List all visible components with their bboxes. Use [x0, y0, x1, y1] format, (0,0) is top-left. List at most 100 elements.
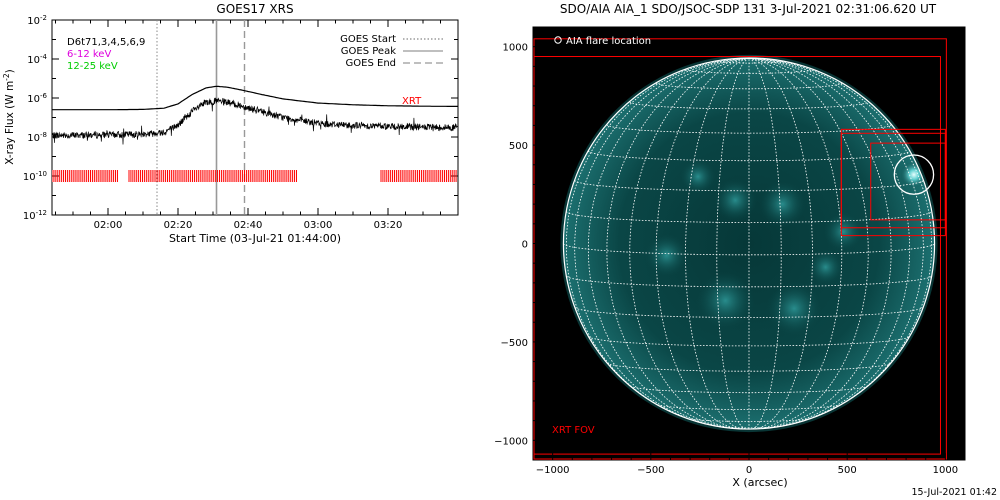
- longitude-line: [748, 57, 843, 430]
- goes-y-tick-label-exponent: -6: [40, 92, 48, 100]
- goes-y-tick-label-base: 10: [23, 172, 36, 183]
- goes-info-line: D6t71,3,4,5,6,9: [67, 37, 145, 48]
- longitude-line: [716, 57, 750, 430]
- xrt-fov-box: [533, 56, 941, 455]
- solar-disk: [560, 54, 938, 433]
- heliographic-grid: [562, 57, 936, 430]
- aia-x-tick-label: 500: [838, 465, 857, 476]
- active-region-glow: [644, 233, 689, 277]
- goes-y-tick-label-exponent: -12: [36, 209, 47, 217]
- flare-location-legend-icon: [554, 36, 562, 44]
- goes-chart-title: GOES17 XRS: [216, 2, 293, 16]
- goes-y-tick-label-exponent: -4: [40, 53, 48, 61]
- longitude-line: [748, 57, 911, 428]
- latitude-line: [657, 404, 841, 410]
- goes-y-tick-label-base: 10: [27, 133, 40, 144]
- longitude-line: [655, 57, 750, 430]
- goes-y-tick-label-exponent: -2: [40, 14, 47, 22]
- aia-y-tick-label: −1000: [494, 436, 528, 447]
- goes-y-tick-label: 10-2: [27, 14, 47, 27]
- latitude-line: [588, 336, 910, 347]
- aia-y-axis: −1000 −500 0 500 1000: [494, 43, 540, 447]
- latitude-line: [606, 362, 892, 372]
- active-region-glow: [758, 180, 806, 228]
- aia-y-tick-label: 500: [509, 141, 528, 152]
- active-region-glow: [823, 212, 863, 252]
- longitude-line: [748, 57, 813, 430]
- goes-x-axis-label: Start Time (03-Jul-21 01:44:00): [169, 232, 341, 245]
- goes-y-axis-label: X-ray Flux (W m-2): [2, 69, 16, 165]
- xrt-fov-boxes: [533, 38, 947, 460]
- aia-y-tick-label: −500: [501, 338, 528, 349]
- active-region-glow: [695, 271, 755, 331]
- goes-y-tick-label: 10-4: [27, 53, 47, 66]
- aia-x-tick-label: 0: [746, 465, 752, 476]
- aia-image-title: SDO/AIA AIA_1 SDO/JSOC-SDP 131 3-Jul-202…: [560, 2, 937, 16]
- goes-y-tick-label-base: 10: [27, 16, 40, 27]
- longitude-line: [606, 57, 750, 429]
- flare-location-legend-label: AIA flare location: [566, 36, 651, 47]
- goes-event-markers: [156, 20, 246, 215]
- goes-series-line-noisy: [52, 97, 458, 145]
- goes-legend-label: GOES End: [346, 58, 396, 69]
- xrt-annotation: XRT: [402, 96, 422, 107]
- longitude-line: [748, 57, 869, 429]
- active-region-glow: [766, 280, 822, 336]
- goes-y-tick-label-base: 10: [23, 211, 36, 222]
- goes-y-tick-label-exponent: -10: [36, 170, 47, 178]
- aia-legend: AIA flare location: [554, 36, 651, 47]
- aia-y-tick-label: 0: [522, 240, 528, 251]
- aia-x-tick-label: 1000: [933, 465, 958, 476]
- goes-x-tick-label: 03:00: [304, 220, 333, 231]
- longitude-line: [748, 57, 782, 430]
- aia-y-tick-label: 1000: [503, 43, 528, 54]
- goes-legend-label: GOES Peak: [341, 46, 396, 57]
- flare-location-circle: [893, 154, 935, 195]
- solar-limb: [562, 57, 936, 430]
- longitude-line: [574, 57, 750, 426]
- longitude-line: [685, 57, 750, 430]
- latitude-line: [574, 307, 924, 318]
- goes-y-tick-label: 10-12: [23, 209, 47, 222]
- goes-plot-frame: [51, 19, 459, 216]
- goes-x-tick-label: 03:20: [374, 220, 403, 231]
- active-region-glow: [807, 249, 844, 285]
- goes-y-tick-label-exponent: -8: [40, 131, 47, 139]
- goes-x-tick-label: 02:40: [234, 220, 263, 231]
- longitude-line: [748, 57, 892, 429]
- active-region-glow: [680, 158, 716, 195]
- goes-series-line: [52, 85, 458, 111]
- goes-y-axis-label-close: ): [4, 69, 16, 73]
- plot-timestamp: 15-Jul-2021 01:42: [911, 487, 997, 498]
- goes-y-tick-label-base: 10: [27, 94, 40, 105]
- active-region-glow: [713, 178, 757, 222]
- xrt-coverage-bars: [52, 170, 457, 182]
- goes-y-axis-label-text: X-ray Flux (W m: [4, 81, 16, 165]
- aia-x-tick-label: −500: [637, 465, 664, 476]
- goes-flux-series: [52, 85, 458, 145]
- longitude-line: [587, 57, 750, 428]
- latitude-line: [629, 101, 869, 110]
- goes-info-line: 6-12 keV: [67, 49, 111, 60]
- goes-info-line: 12-25 keV: [67, 61, 118, 72]
- aia-x-axis-label: X (arcsec): [732, 476, 787, 489]
- xrt-fov-box: [870, 142, 946, 221]
- goes-x-tick-label: 02:00: [94, 220, 123, 231]
- longitude-line: [629, 57, 750, 429]
- goes-legend-label: GOES Start: [340, 34, 396, 45]
- aia-image-panel: SDO/AIA AIA_1 SDO/JSOC-SDP 131 3-Jul-202…: [494, 2, 997, 498]
- longitude-line: [565, 57, 750, 418]
- aia-x-axis: −1000 −500 0 500 1000: [536, 453, 958, 476]
- flare-location-marker: [893, 154, 935, 195]
- goes-y-tick-label: 10-10: [23, 170, 47, 183]
- goes-y-tick-label-base: 10: [27, 55, 40, 66]
- xrt-fov-label: XRT FOV: [552, 425, 595, 436]
- goes-y-tick-label: 10-8: [27, 131, 47, 144]
- goes-y-axis-label-exponent: -2: [2, 73, 11, 81]
- goes-x-tick-label: 02:20: [164, 220, 193, 231]
- goes-x-axis: 02:00 02:20 02:40 03:00 03:20: [55, 20, 441, 231]
